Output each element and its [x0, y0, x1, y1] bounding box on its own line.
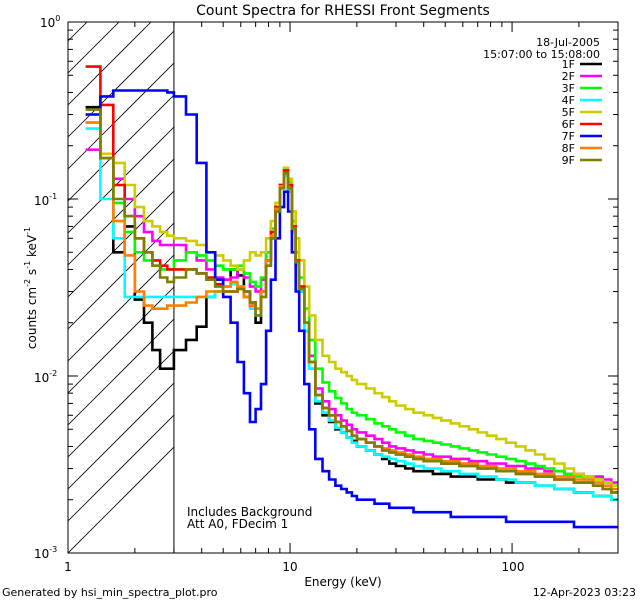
- legend-label-6F: 6F: [562, 118, 575, 131]
- y-tick-label-4: 10-3: [34, 545, 57, 561]
- y-tick-label-3: 10-2: [34, 369, 57, 385]
- hatch-line: [68, 158, 175, 266]
- legend-label-3F: 3F: [562, 82, 575, 95]
- hatched-region: [68, 22, 175, 553]
- hatch-line: [68, 62, 175, 170]
- x-tick-label-1: 1: [64, 560, 72, 574]
- hatch-line: [68, 190, 175, 298]
- hatch-line: [68, 382, 175, 490]
- legend-label-9F: 9F: [562, 154, 575, 167]
- hatch-line: [68, 94, 175, 202]
- x-tick-label-10: 10: [282, 560, 297, 574]
- series-group: [85, 65, 618, 529]
- legend-label-5F: 5F: [562, 106, 575, 119]
- axis-ticks: [67, 21, 619, 554]
- hatch-line: [68, 318, 175, 426]
- date-label: 18-Jul-2005: [536, 36, 600, 49]
- hatch-line: [68, 414, 175, 522]
- legend-label-1F: 1F: [562, 58, 575, 71]
- x-tick-label-100: 100: [502, 560, 525, 574]
- annotation-line-2: Att A0, FDecim 1: [187, 517, 288, 531]
- series-line-3F: [85, 121, 618, 487]
- series-line-7F: [85, 89, 618, 529]
- legend-label-2F: 2F: [562, 70, 575, 83]
- chart-title: Count Spectra for RHESSI Front Segments: [196, 3, 490, 19]
- y-tick-labels: 100 10-1 10-2 10-3: [34, 14, 60, 561]
- hatch-line: [68, 22, 120, 74]
- footer-generated-by: Generated by hsi_min_spectra_plot.pro: [2, 586, 218, 599]
- x-tick-labels: 1 10 100: [64, 560, 524, 574]
- series-line-5F: [85, 113, 618, 487]
- hatch-line: [68, 22, 88, 42]
- time-range-label: 15:07:00 to 15:08:00: [483, 48, 600, 61]
- series-line-9F: [85, 108, 618, 494]
- hatch-line: [68, 350, 175, 458]
- hatch-line: [68, 30, 175, 138]
- hatch-line: [68, 286, 175, 394]
- hatch-line: [68, 446, 175, 553]
- y-axis-label: counts cm-2 s-1 keV-1: [23, 227, 39, 349]
- footer-timestamp: 12-Apr-2023 03:23: [533, 586, 636, 599]
- plot-frame: [67, 21, 619, 554]
- hatch-line: [68, 22, 152, 106]
- annotation-line-1: Includes Background: [187, 505, 312, 519]
- y-tick-label-2: 10-1: [34, 192, 57, 208]
- y-tick-label-1: 100: [40, 14, 60, 30]
- x-axis-label: Energy (keV): [304, 575, 381, 589]
- hatch-line: [68, 254, 175, 362]
- legend-label-4F: 4F: [562, 94, 575, 107]
- legend-label-7F: 7F: [562, 130, 575, 143]
- legend-label-8F: 8F: [562, 142, 575, 155]
